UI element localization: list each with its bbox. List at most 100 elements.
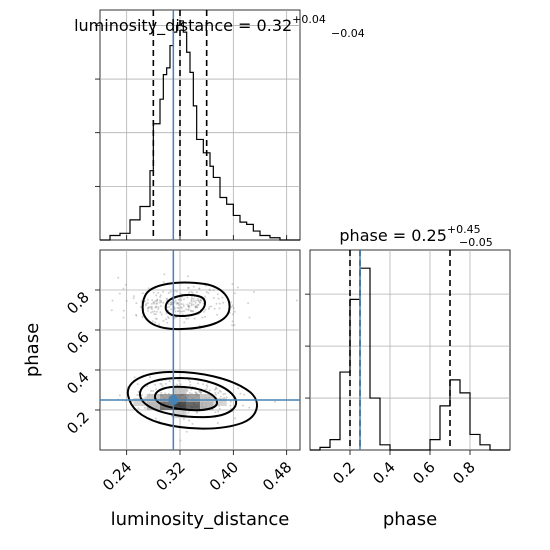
scatter-point (141, 292, 144, 295)
scatter-point (198, 301, 201, 304)
scatter-point (151, 299, 154, 302)
scatter-point (188, 291, 191, 294)
scatter-point (144, 396, 147, 399)
hist-phase (310, 267, 510, 451)
scatter-point (173, 307, 176, 310)
scatter-point (243, 393, 246, 396)
scatter-point (155, 388, 158, 391)
scatter-point (158, 323, 161, 326)
scatter-point (187, 317, 190, 320)
scatter-point (151, 310, 154, 313)
scatter-point (160, 391, 163, 394)
scatter-point (146, 307, 149, 310)
scatter-point (167, 292, 170, 294)
scatter-point (214, 392, 217, 394)
scatter-point (168, 380, 171, 383)
scatter-point (200, 391, 203, 394)
scatter-point (183, 321, 186, 324)
scatter-point (196, 297, 199, 300)
scatter-point (239, 392, 242, 395)
scatter-point (185, 317, 188, 320)
scatter-point (196, 305, 199, 308)
scatter-point (206, 385, 209, 388)
scatter-point (194, 305, 197, 308)
scatter-point (237, 387, 240, 390)
scatter-point (252, 290, 255, 293)
scatter-point (150, 305, 153, 308)
scatter-point (155, 317, 158, 320)
scatter-point (216, 313, 218, 316)
scatter-point (207, 292, 210, 295)
xtick-label-phase-2: 0.6 (409, 458, 439, 488)
scatter-point (189, 309, 192, 312)
scatter-point (217, 392, 220, 394)
scatter-point (153, 313, 156, 316)
scatter-point (194, 306, 197, 309)
scatter-point (174, 299, 177, 302)
scatter-point (165, 382, 167, 385)
scatter-point (122, 309, 125, 312)
scatter-point (233, 310, 236, 313)
scatter-point (190, 299, 193, 302)
density-cell (173, 394, 187, 402)
scatter-point (147, 307, 150, 310)
scatter-point (192, 285, 195, 288)
scatter-point (147, 306, 150, 309)
scatter-point (154, 417, 157, 420)
scatter-point (169, 301, 172, 304)
scatter-point (136, 394, 139, 396)
scatter-point (191, 310, 194, 313)
title-ld-prefix: luminosity_distance = (74, 16, 256, 36)
scatter-point (182, 303, 185, 306)
scatter-point (160, 383, 163, 386)
scatter-point (233, 292, 236, 295)
quantile-lines-phase (349, 250, 451, 450)
scatter-point (152, 291, 155, 294)
scatter-point (203, 310, 205, 313)
scatter-point (160, 300, 163, 303)
scatter-point (190, 388, 193, 391)
scatter-point (208, 389, 211, 392)
hist-luminosity-distance-frame (99, 9, 301, 241)
scatter-point (156, 310, 158, 313)
tick-labels: 0.24 0.32 0.40 0.48 0.2 0.4 0.6 0.8 0.2 0.4 0.6 0.8 (63, 288, 479, 494)
scatter-point (234, 417, 236, 420)
scatter-point (229, 400, 232, 403)
title-luminosity-distance: luminosity_distance = 0.32+0.04 (74, 13, 326, 36)
scatter-point (217, 297, 220, 300)
scatter-point (135, 302, 138, 305)
scatter-point (146, 298, 149, 301)
density-cell (186, 402, 200, 410)
scatter-point (146, 385, 149, 388)
scatter-point (117, 276, 120, 279)
truth-lines (100, 10, 361, 450)
scatter-point (166, 321, 169, 324)
scatter-point (208, 289, 211, 292)
scatter-point (197, 299, 199, 302)
scatter-point (231, 320, 234, 323)
hist-luminosity-distance-grid (100, 10, 300, 240)
scatter-point (177, 310, 179, 313)
density-cell (146, 402, 160, 410)
scatter-point (141, 316, 144, 318)
scatter-point (198, 324, 201, 327)
scatter-point (242, 404, 244, 407)
scatter-point (169, 303, 172, 306)
scatter-point (198, 287, 201, 290)
scatter-point (169, 303, 172, 306)
scatter-point (199, 392, 202, 395)
scatter-point (216, 422, 219, 424)
scatter-point (187, 309, 190, 311)
scatter-point (198, 390, 201, 393)
scatter-point (214, 411, 217, 414)
scatter-point (232, 313, 234, 316)
scatter-point (217, 410, 220, 413)
scatter-point (176, 301, 179, 304)
scatter-point (177, 307, 180, 310)
xtick-label-phase-0: 0.2 (329, 458, 359, 488)
scatter-point (165, 318, 168, 321)
scatter-point (173, 301, 176, 304)
scatter-point (132, 297, 135, 300)
scatter-point (135, 313, 138, 316)
scatter-point (180, 306, 182, 309)
